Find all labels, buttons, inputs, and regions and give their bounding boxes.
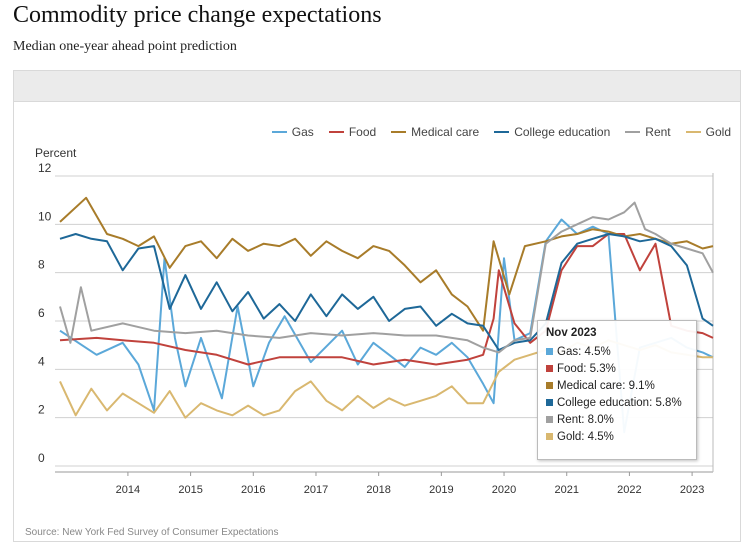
legend-label: Rent [645, 125, 671, 139]
legend-label: Food [348, 125, 377, 139]
tooltip-title: Nov 2023 [546, 327, 597, 339]
legend-label: Gas [291, 125, 314, 139]
tooltip-swatch [546, 382, 553, 389]
legend-label: College education [514, 125, 611, 139]
x-tick-label: 2015 [178, 484, 202, 496]
series-line-college-education[interactable] [59, 233, 714, 351]
legend-label: Gold [705, 125, 731, 139]
legend-item-rent[interactable]: Rent [625, 125, 671, 139]
chart-panel-header [14, 71, 740, 102]
legend-swatch [494, 131, 510, 133]
tooltip-row: College education: 5.8% [546, 394, 688, 411]
y-tick-label: 8 [38, 258, 45, 272]
x-tick-label: 2018 [366, 484, 390, 496]
x-tick-label: 2019 [429, 484, 453, 496]
legend-swatch [625, 131, 641, 133]
y-tick-label: 12 [38, 161, 52, 175]
tooltip-swatch [546, 348, 553, 355]
series-line-rent[interactable] [59, 201, 714, 354]
legend-item-college-education[interactable]: College education [494, 125, 610, 139]
y-tick-label: 0 [38, 451, 45, 465]
x-tick-label: 2016 [241, 484, 265, 496]
y-tick-label: 2 [38, 403, 45, 417]
tooltip-label: College education: 5.8% [557, 396, 682, 409]
legend-item-medical-care[interactable]: Medical care [391, 125, 479, 139]
tooltip-label: Medical care: 9.1% [557, 379, 655, 392]
page-subtitle: Median one-year ahead point prediction [13, 39, 237, 54]
page-title: Commodity price change expectations [13, 2, 382, 28]
tooltip-swatch [546, 433, 553, 440]
legend-swatch [271, 131, 287, 133]
x-tick-label: 2020 [492, 484, 516, 496]
x-tick-label: 2017 [304, 484, 328, 496]
y-axis-label: Percent [35, 146, 77, 160]
tooltip-swatch [546, 416, 553, 423]
y-tick-label: 6 [38, 306, 45, 320]
tooltip-row: Medical care: 9.1% [546, 377, 688, 394]
x-tick-label: 2021 [554, 484, 578, 496]
tooltip-label: Food: 5.3% [557, 362, 616, 375]
tooltip-label: Gas: 4.5% [557, 345, 611, 358]
tooltip-row: Gold: 4.5% [546, 428, 688, 445]
chart-tooltip: Nov 2023 Gas: 4.5% Food: 5.3% Medical care… [537, 320, 697, 460]
legend-item-gold[interactable]: Gold [685, 125, 731, 139]
y-tick-label: 10 [38, 209, 52, 223]
series-line-food[interactable] [59, 233, 714, 366]
legend-swatch [391, 131, 407, 133]
tooltip-label: Rent: 8.0% [557, 413, 614, 426]
tooltip-row: Gas: 4.5% [546, 343, 688, 360]
tooltip-swatch [546, 365, 553, 372]
legend-label: Medical care [411, 125, 480, 139]
y-tick-label: 4 [38, 354, 45, 368]
chart-legend[interactable]: Gas Food Medical care College education Rent… [271, 125, 731, 139]
source-note: Source: New York Fed Survey of Consumer … [25, 527, 279, 538]
chart-panel [13, 70, 741, 542]
legend-swatch [685, 131, 701, 133]
tooltip-label: Gold: 4.5% [557, 430, 614, 443]
series-line-gas[interactable] [59, 218, 714, 434]
tooltip-row: Food: 5.3% [546, 360, 688, 377]
x-tick-label: 2023 [680, 484, 704, 496]
x-tick-label: 2022 [617, 484, 641, 496]
series-line-medical-care[interactable] [59, 196, 714, 332]
tooltip-swatch [546, 399, 553, 406]
x-tick-label: 2014 [116, 484, 140, 496]
legend-item-food[interactable]: Food [328, 125, 377, 139]
legend-item-gas[interactable]: Gas [271, 125, 314, 139]
tooltip-row: Rent: 8.0% [546, 411, 688, 428]
legend-swatch [328, 131, 344, 133]
